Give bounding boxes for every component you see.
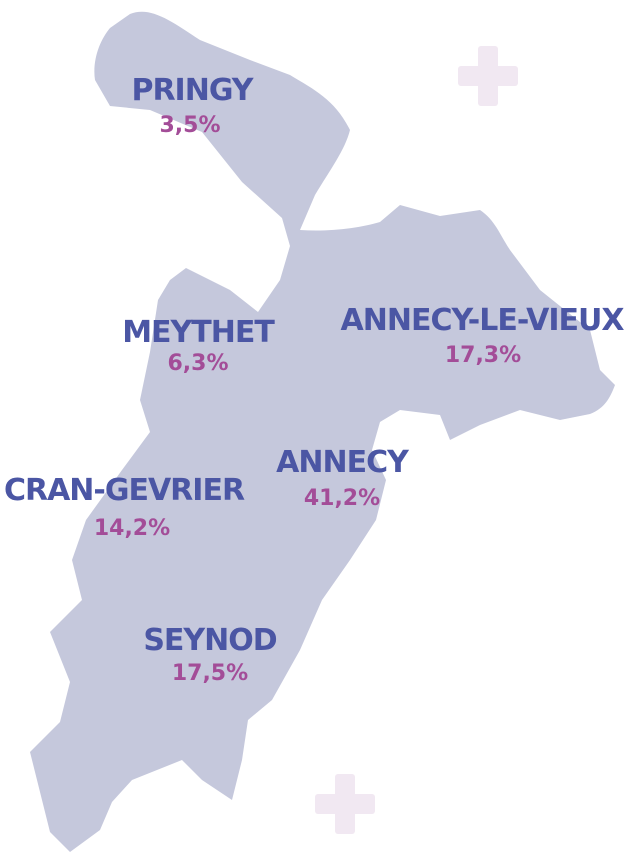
region-share: 17,5% <box>172 661 248 686</box>
region-share: 3,5% <box>159 113 220 138</box>
region-name: PRINGY <box>131 73 254 108</box>
territory-shape <box>30 11 615 852</box>
region-name: ANNECY <box>276 445 410 480</box>
decorations <box>315 46 518 834</box>
region-name: MEYTHET <box>122 315 275 350</box>
region-share: 6,3% <box>167 351 228 376</box>
labels: PRINGY 3,5% MEYTHET 6,3% ANNECY-LE-VIEUX… <box>4 73 625 686</box>
region-share: 17,3% <box>445 343 521 368</box>
plus-icon <box>478 46 498 106</box>
region-name: ANNECY-LE-VIEUX <box>341 303 625 338</box>
region-share: 14,2% <box>94 516 170 541</box>
region-name: CRAN-GEVRIER <box>4 473 245 508</box>
region-name: SEYNOD <box>143 623 276 658</box>
region-share: 41,2% <box>304 486 380 511</box>
plus-icon <box>335 774 355 834</box>
